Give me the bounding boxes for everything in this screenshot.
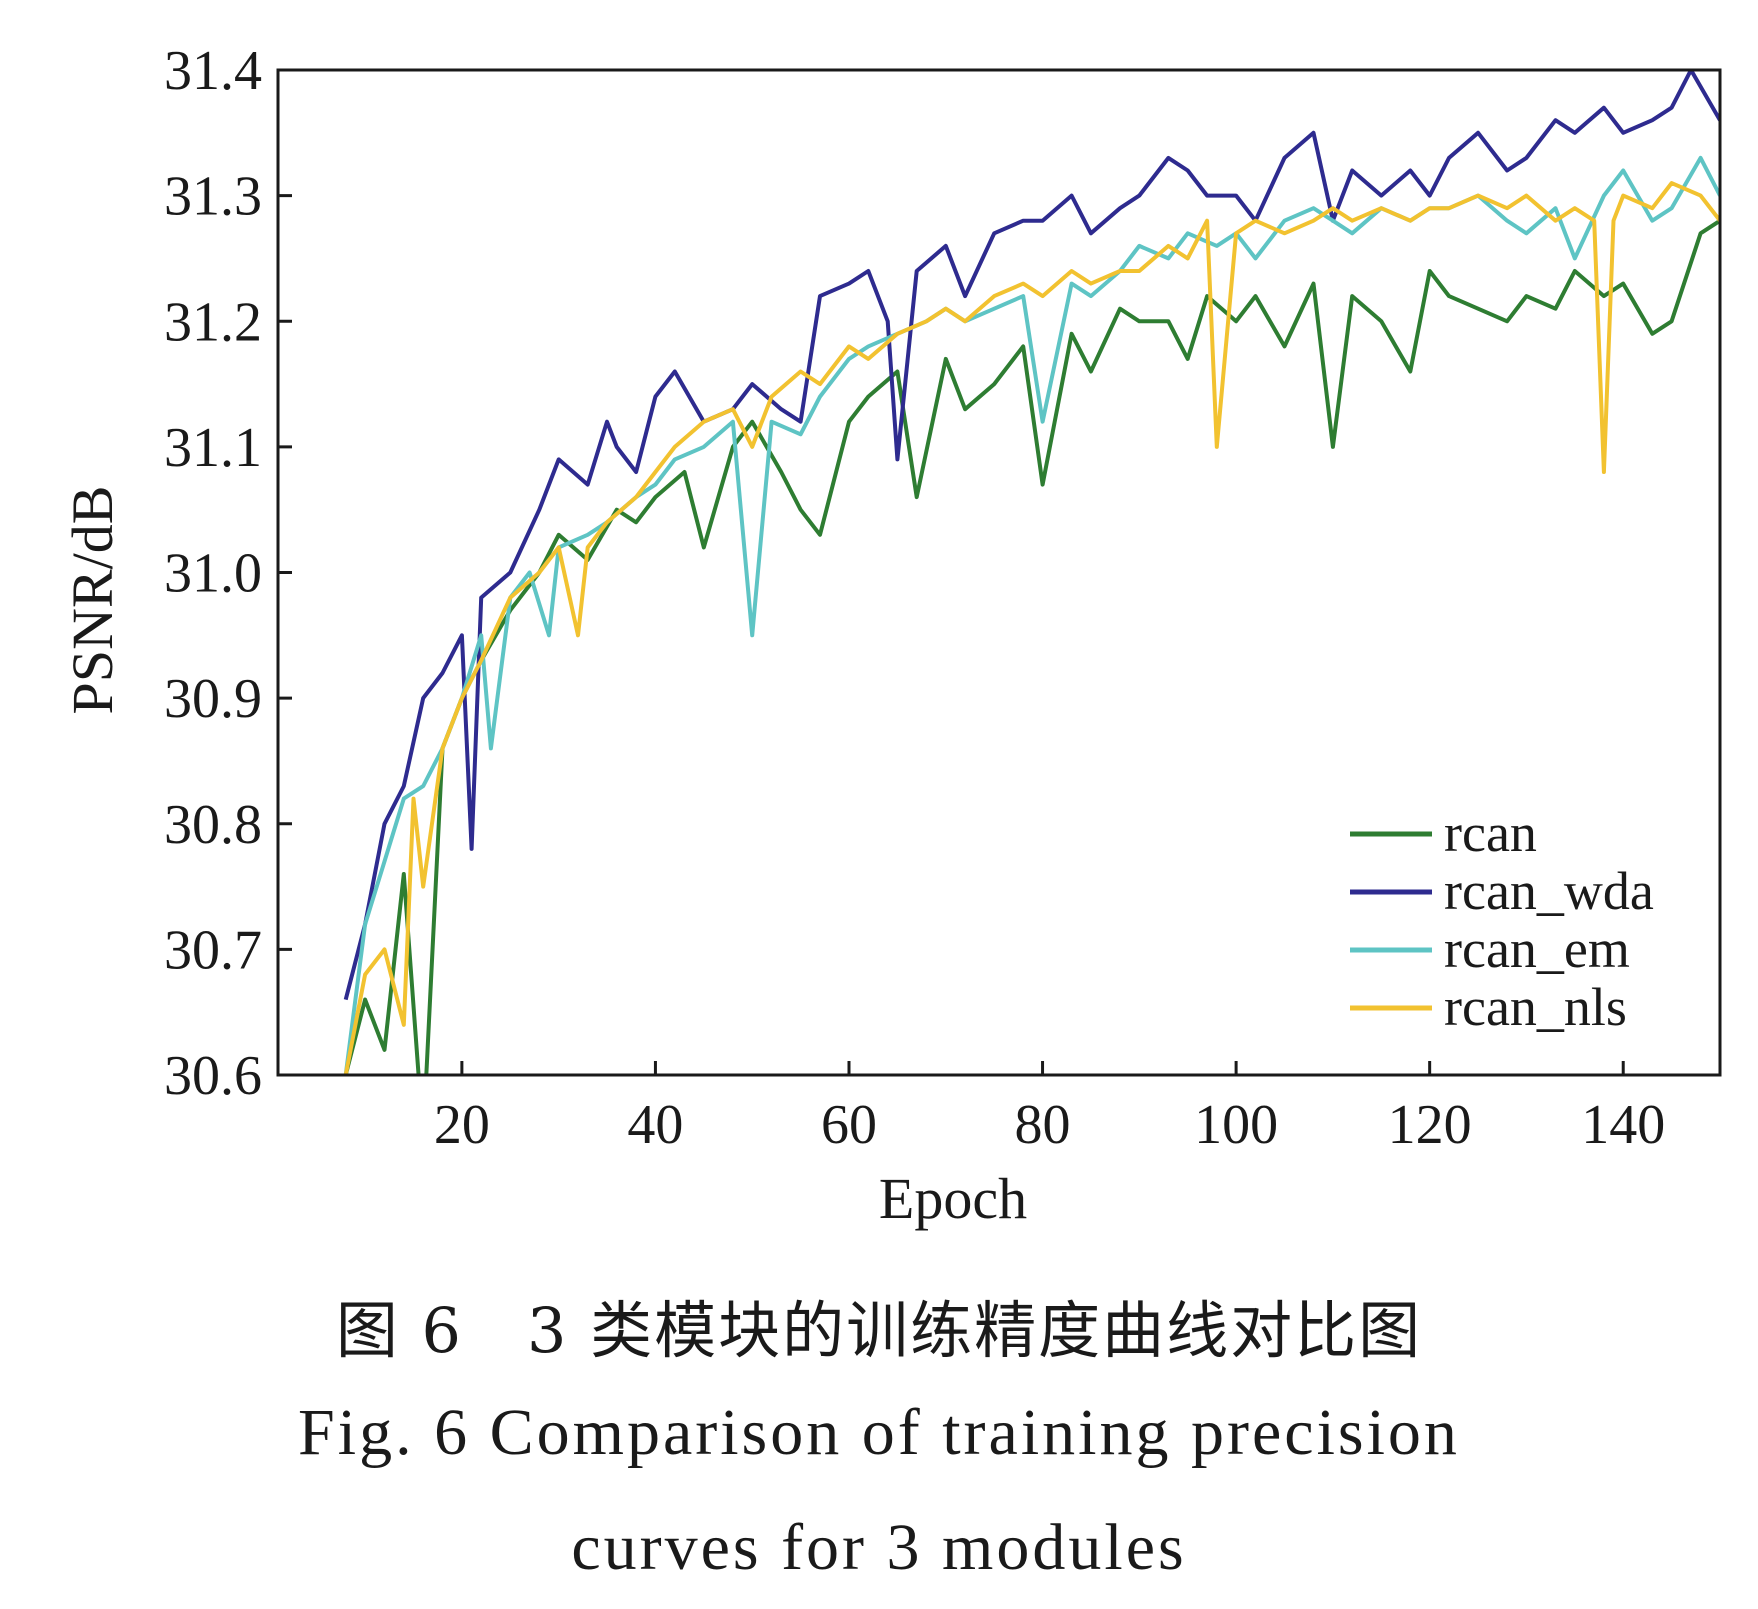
figure-caption-english-line1: Fig. 6 Comparison of training precision xyxy=(298,1396,1460,1469)
x-tick-label: 40 xyxy=(627,1094,683,1156)
x-tick-label: 20 xyxy=(434,1094,490,1156)
x-tick-label: 140 xyxy=(1581,1094,1665,1156)
y-tick-label: 31.4 xyxy=(164,40,262,102)
y-axis-label: PSNR/dB xyxy=(60,486,125,715)
psnr-line-chart: 30.6 30.7 30.8 30.9 31.0 31.1 31.2 31.3 31.4 20 4… xyxy=(60,40,1722,1231)
y-tick-label: 31.0 xyxy=(164,543,262,605)
x-axis-ticks: 20 40 60 80 100 120 140 xyxy=(434,1061,1665,1156)
y-tick-label: 31.1 xyxy=(164,417,262,479)
legend-label-rcan-wda: rcan_wda xyxy=(1444,861,1654,921)
y-axis-ticks: 30.6 30.7 30.8 30.9 31.0 31.1 31.2 31.3 31.4 xyxy=(164,40,292,1107)
x-tick-label: 60 xyxy=(821,1094,877,1156)
figure-caption-english-line2: curves for 3 modules xyxy=(571,1511,1187,1584)
y-tick-label: 30.7 xyxy=(164,919,262,981)
legend-label-rcan: rcan xyxy=(1444,803,1537,863)
y-tick-label: 31.2 xyxy=(164,291,262,353)
legend-label-rcan-nls: rcan_nls xyxy=(1444,977,1627,1037)
x-tick-label: 120 xyxy=(1388,1094,1472,1156)
series-lines xyxy=(343,70,1720,1075)
series-line-rcan-nls xyxy=(343,181,1720,1075)
x-tick-label: 80 xyxy=(1015,1094,1071,1156)
series-line-rcan xyxy=(343,219,1720,1075)
legend-label-rcan-em: rcan_em xyxy=(1444,919,1630,979)
y-tick-label: 30.8 xyxy=(164,794,262,856)
series-line-rcan-wda xyxy=(343,70,1720,1001)
y-tick-label: 31.3 xyxy=(164,166,262,228)
x-axis-label: Epoch xyxy=(879,1166,1027,1231)
y-tick-label: 30.9 xyxy=(164,668,262,730)
x-tick-label: 100 xyxy=(1194,1094,1278,1156)
y-tick-label: 30.6 xyxy=(164,1045,262,1107)
figure-caption-chinese: 图 6 3 类模块的训练精度曲线对比图 xyxy=(335,1294,1423,1367)
